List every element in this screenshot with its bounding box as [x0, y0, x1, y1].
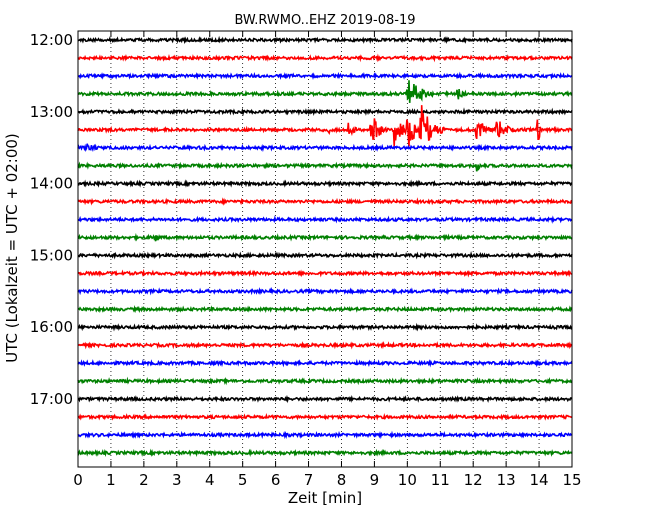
y-tick-label: 15:00 — [30, 246, 73, 264]
trace-1715 — [77, 413, 573, 421]
trace-1615 — [77, 341, 573, 350]
x-tick-label: 13 — [497, 471, 516, 489]
y-axis-label: UTC (Lokalzeit = UTC + 02:00) — [3, 133, 21, 363]
trace-1415 — [77, 197, 573, 206]
y-tick-label: 14:00 — [30, 175, 73, 193]
trace-1400 — [77, 179, 573, 188]
trace-1330 — [77, 143, 573, 153]
trace-1200 — [78, 35, 573, 45]
chart-title: BW.RWMO..EHZ 2019-08-19 — [234, 13, 415, 28]
x-tick-label: 15 — [562, 471, 581, 489]
trace-1215 — [77, 53, 573, 63]
trace-1500 — [77, 250, 573, 260]
x-tick-label: 2 — [139, 471, 149, 489]
x-tick-label: 11 — [431, 471, 450, 489]
trace-1230 — [77, 71, 573, 81]
x-tick-label: 9 — [370, 471, 380, 489]
y-tick-label: 17:00 — [30, 390, 73, 408]
x-tick-label: 3 — [172, 471, 182, 489]
trace-group — [77, 35, 573, 458]
x-tick-label: 0 — [73, 471, 83, 489]
trace-1515 — [77, 268, 572, 278]
trace-1530 — [77, 286, 573, 296]
x-tick-label: 7 — [304, 471, 314, 489]
x-tick-label: 10 — [398, 471, 417, 489]
plot-frame — [77, 30, 573, 468]
trace-1445 — [77, 232, 573, 242]
trace-1600 — [77, 322, 573, 332]
y-tick-label: 13:00 — [30, 103, 73, 121]
x-tick-label: 8 — [337, 471, 347, 489]
x-tick-labels: 0 1 2 3 4 5 6 7 8 9 10 11 12 13 14 15 — [73, 471, 581, 489]
trace-1300 — [77, 107, 573, 117]
trace-1630 — [77, 358, 573, 368]
y-tick-label: 16:00 — [30, 318, 73, 336]
y-tick-label: 12:00 — [30, 31, 73, 49]
x-tick-label: 6 — [271, 471, 281, 489]
x-tick-label: 4 — [205, 471, 215, 489]
trace-1430 — [77, 215, 573, 224]
x-tick-label: 12 — [464, 471, 483, 489]
trace-1730 — [77, 430, 573, 440]
grid-lines — [110, 31, 540, 467]
trace-1645 — [77, 376, 573, 386]
x-tick-label: 1 — [106, 471, 116, 489]
x-tick-label: 14 — [530, 471, 549, 489]
x-axis-label: Zeit [min] — [288, 489, 362, 507]
trace-1245 — [77, 80, 573, 103]
trace-1345 — [77, 161, 573, 172]
trace-1745 — [77, 448, 573, 458]
y-tick-labels: 12:00 13:00 14:00 15:00 16:00 17:00 — [30, 31, 73, 408]
trace-1545 — [78, 305, 573, 314]
x-tick-label: 5 — [238, 471, 248, 489]
axis-ticks — [77, 31, 573, 467]
trace-1315 — [77, 105, 573, 147]
trace-1700 — [77, 394, 573, 404]
